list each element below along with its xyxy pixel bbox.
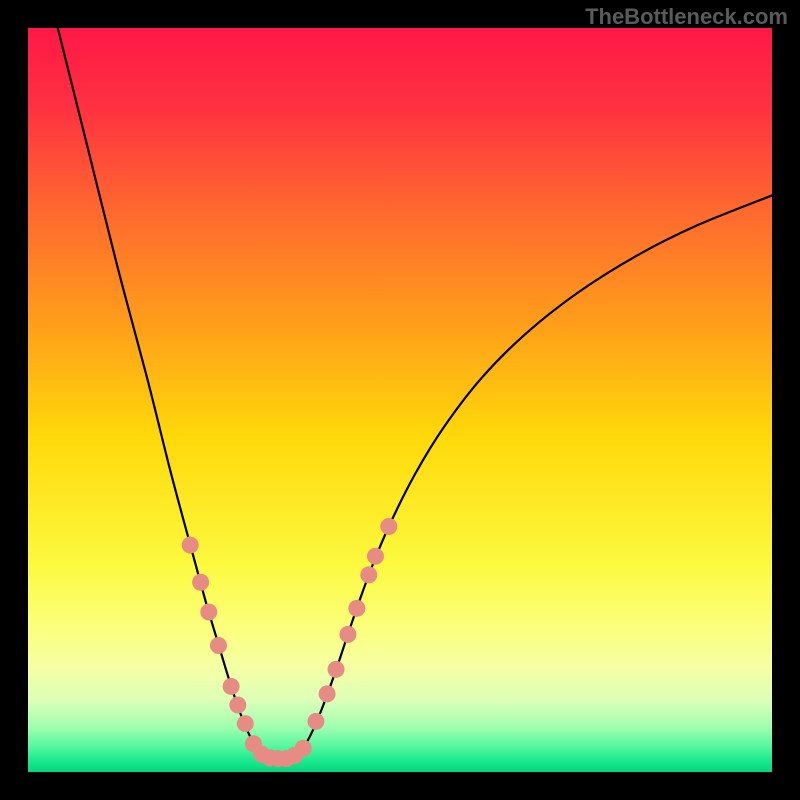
data-marker	[210, 637, 227, 654]
plot-area	[28, 28, 772, 772]
data-marker	[295, 740, 312, 757]
data-marker	[229, 697, 246, 714]
data-marker	[237, 715, 254, 732]
data-marker	[367, 548, 384, 565]
marker-group	[182, 518, 398, 767]
data-marker	[339, 626, 356, 643]
data-marker	[223, 678, 240, 695]
data-marker	[348, 600, 365, 617]
data-marker	[192, 574, 209, 591]
data-marker	[328, 661, 345, 678]
bottleneck-curve	[58, 28, 772, 759]
chart-overlay	[28, 28, 772, 772]
data-marker	[200, 604, 217, 621]
watermark-text: TheBottleneck.com	[585, 4, 788, 30]
data-marker	[360, 566, 377, 583]
data-marker	[319, 685, 336, 702]
data-marker	[182, 537, 199, 554]
data-marker	[380, 518, 397, 535]
data-marker	[307, 713, 324, 730]
